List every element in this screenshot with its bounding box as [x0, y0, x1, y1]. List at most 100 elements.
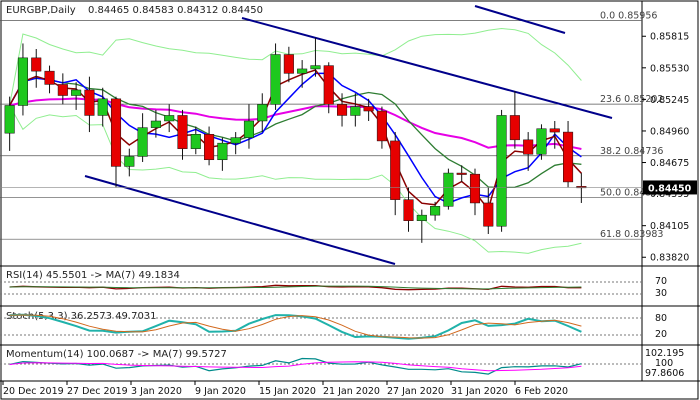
current-price-box	[643, 180, 697, 195]
candle-bull	[137, 127, 148, 157]
rsi-level-30: 30	[655, 288, 667, 299]
candle-bull	[17, 57, 28, 106]
fib-label: 0.0 0.85956	[600, 11, 657, 22]
price-axis: 0.85815 0.85530 0.85245 0.84960 0.84675 0.843…	[0, 32, 697, 264]
price-tick-label: 0.85245	[650, 95, 689, 106]
candle-bull	[124, 156, 135, 167]
fib-label: 61.8 0.83983	[600, 229, 663, 240]
date-label: 27 Jan 2020	[387, 386, 444, 397]
candle-bear	[483, 202, 494, 227]
channel-lower-line	[84, 175, 396, 265]
momentum-level-100: 100	[655, 358, 673, 369]
candle-bear	[509, 115, 520, 141]
candle-bear	[323, 65, 334, 105]
rsi-ma-line	[9, 285, 582, 290]
candles	[4, 37, 587, 243]
candle-bull	[430, 206, 441, 216]
bollinger-upper	[9, 27, 582, 106]
momentum-panel: Momentum(14) 100.0687 -> MA(7) 99.5727 1…	[0, 348, 684, 379]
candle-bear	[563, 131, 574, 183]
candle-bear	[44, 70, 55, 85]
price-tick-label: 0.84395	[650, 189, 689, 200]
candle-bear	[363, 106, 374, 112]
candle-bull	[270, 54, 281, 105]
date-label: 6 Feb 2020	[515, 386, 568, 397]
date-label: 15 Jan 2020	[259, 386, 316, 397]
date-label: 31 Jan 2020	[451, 386, 508, 397]
fib-label: 23.6 0.85202	[600, 94, 663, 105]
momentum-level-low: 97.8606	[645, 368, 684, 379]
date-label: 21 Jan 2020	[323, 386, 380, 397]
stoch-d-line	[9, 314, 582, 339]
candle-bear	[390, 140, 401, 200]
stoch-level-20: 20	[655, 329, 667, 340]
candle-bull	[97, 98, 108, 116]
candle-bull	[243, 120, 255, 138]
candle-bear	[469, 173, 481, 204]
candle-bull	[190, 134, 201, 149]
trend-channel	[84, 5, 613, 265]
fib-levels: 0.0 0.85956 23.6 0.85202 38.2 0.84736 50.0 …	[0, 11, 663, 240]
date-label: 3 Jan 2020	[131, 386, 182, 397]
candle-bear	[549, 128, 560, 133]
symbol-label: EURGBP,Daily	[6, 5, 76, 16]
candle-bear	[336, 104, 348, 116]
candle-bear	[403, 199, 414, 221]
current-price-label: 0.84450	[648, 183, 692, 194]
date-label: 27 Dec 2019	[67, 386, 128, 397]
rsi-level-70: 70	[655, 276, 667, 287]
rsi-panel: RSI(14) 45.5501 -> MA(7) 49.1834 70 30	[0, 270, 667, 299]
candle-bull	[416, 214, 427, 221]
price-tick-label: 0.84675	[650, 158, 689, 169]
candle-bear	[57, 84, 68, 96]
candle-bear	[84, 89, 95, 116]
momentum-line	[9, 357, 582, 375]
ohlc-label: 0.84465 0.84583 0.84312 0.84450	[88, 5, 263, 16]
candle-bear	[177, 115, 188, 149]
candle-bear	[456, 172, 467, 175]
candle-bull	[536, 128, 547, 155]
candle-bull	[310, 65, 321, 70]
candle-bull	[4, 105, 15, 134]
fib-label: 50.0 0.84359	[600, 188, 663, 199]
channel-upper-line	[241, 17, 613, 119]
momentum-label: Momentum(14) 100.0687 -> MA(7) 99.5727	[6, 349, 227, 360]
candle-bull	[297, 68, 308, 74]
stoch-level-80: 80	[655, 313, 667, 324]
candle-bull	[230, 137, 241, 144]
stoch-label: Stoch(5,3,3) 36.2573 49.7031	[6, 311, 157, 322]
candle-bear	[576, 186, 587, 189]
candle-bull	[164, 115, 175, 122]
stoch-panel: Stoch(5,3,3) 36.2573 49.7031 80 20	[0, 311, 667, 340]
date-label: 9 Jan 2020	[195, 386, 246, 397]
candle-bear	[283, 54, 294, 74]
candle-bull	[496, 115, 507, 227]
price-tick-label: 0.85530	[650, 63, 689, 74]
momentum-level-high: 102.195	[645, 348, 684, 359]
candle-bear	[204, 134, 215, 161]
candle-bear	[376, 110, 387, 142]
ma-green	[9, 77, 582, 189]
channel-top-line	[474, 5, 566, 34]
candle-bull	[350, 106, 361, 116]
candle-bull	[150, 120, 161, 128]
candle-bull	[257, 104, 268, 122]
candle-bear	[523, 139, 534, 155]
price-tick-label: 0.83820	[650, 253, 689, 264]
candle-bear	[31, 57, 42, 72]
indicator-overlays	[8, 27, 582, 254]
momentum-ma-line	[9, 361, 582, 372]
bollinger-lower	[9, 105, 582, 254]
fib-label: 38.2 0.84736	[600, 146, 663, 157]
rsi-label: RSI(14) 45.5501 -> MA(7) 49.1834	[6, 270, 180, 281]
ema-magenta	[9, 97, 582, 150]
candle-bull	[443, 172, 454, 207]
date-axis: 20 Dec 2019 27 Dec 2019 3 Jan 2020 9 Jan 20…	[2, 381, 568, 397]
price-tick-label: 0.84960	[650, 126, 689, 137]
price-tick-label: 0.85815	[650, 32, 689, 43]
date-label: 20 Dec 2019	[3, 386, 64, 397]
candle-bear	[110, 98, 122, 167]
